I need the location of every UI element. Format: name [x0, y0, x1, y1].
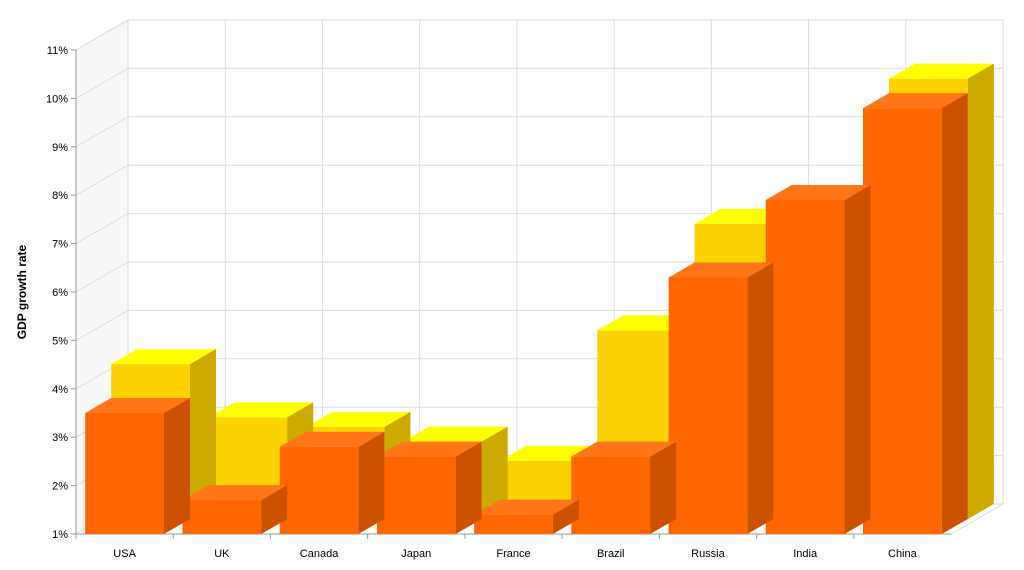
grid-line-left: [75, 67, 129, 99]
front-bar-brazil-top: [571, 441, 677, 457]
back-bar-canada-top: [305, 412, 411, 427]
front-bar-russia-side: [747, 262, 774, 534]
y-tick-label: 3%: [52, 432, 68, 444]
front-bar-france-face: [474, 514, 553, 534]
x-tick-label: Japan: [401, 548, 431, 560]
y-tick-label: 9%: [52, 142, 68, 154]
front-bar-china-top: [863, 93, 968, 109]
front-bar-canada-side: [358, 431, 385, 534]
front-bar-canada-face: [279, 446, 359, 534]
x-tick-label: USA: [113, 548, 136, 560]
front-bar-usa-side: [164, 398, 190, 534]
front-bar-china-face: [863, 108, 942, 534]
front-bar-uk-top: [182, 485, 288, 501]
y-axis-title: GDP growth rate: [15, 244, 29, 339]
y-tick-label: 10%: [46, 93, 68, 105]
front-bar-russia-top: [668, 262, 774, 278]
x-tick-label: Brazil: [597, 548, 625, 560]
back-bar-japan-top: [402, 426, 508, 442]
front-bar-japan: [376, 441, 482, 534]
grid-line-left: [75, 261, 129, 293]
back-bar-china-top: [889, 63, 994, 79]
grid-line-left: [75, 116, 129, 148]
front-bar-usa-face: [85, 413, 164, 534]
front-bar-france-side: [552, 499, 579, 534]
y-tick-label: 2%: [52, 481, 68, 493]
front-bar-india-top: [765, 185, 871, 200]
front-bar-china-side: [941, 93, 968, 534]
x-tick-label: Canada: [300, 548, 339, 560]
y-tick-label: 4%: [52, 384, 68, 396]
front-bar-france-top: [474, 499, 579, 515]
back-bar-usa-side: [190, 349, 216, 519]
x-tick-label: UK: [214, 548, 230, 560]
x-tick-label: France: [496, 548, 530, 560]
front-bar-france: [474, 499, 579, 534]
front-bar-china: [863, 93, 968, 534]
grid-line-left: [75, 164, 129, 196]
front-bar-india-face: [765, 200, 845, 534]
front-bar-india: [765, 185, 871, 534]
front-bar-usa-top: [85, 398, 190, 413]
y-tick-label: 5%: [52, 335, 68, 347]
y-axis-ticks: 1% 2% 3% 4% 5% 6% 7% 8% 9% 10% 11%: [46, 45, 76, 541]
grid-line-left: [75, 309, 129, 341]
x-tick-label: China: [888, 548, 918, 560]
back-bar-china-side: [967, 63, 994, 519]
front-bar-russia: [668, 262, 774, 534]
front-bar-uk-face: [182, 500, 262, 534]
front-bar-uk-side: [261, 485, 288, 534]
front-bar-brazil-face: [571, 456, 651, 534]
front-bar-japan-side: [455, 441, 482, 534]
x-tick-label: Russia: [691, 548, 726, 560]
y-tick-label: 8%: [52, 190, 68, 202]
front-bar-russia-face: [668, 277, 748, 534]
back-bar-japan-side: [481, 426, 508, 519]
front-bar-japan-top: [376, 441, 482, 457]
front-bar-japan-face: [376, 456, 456, 534]
front-bar-usa: [85, 398, 190, 534]
front-bar-brazil-side: [650, 441, 677, 534]
front-bar-brazil: [571, 441, 677, 534]
x-axis-ticks: USA UK Canada Japan France Brazil Russia India C…: [75, 534, 918, 560]
front-bar-canada: [279, 431, 385, 534]
x-tick-label: India: [793, 548, 818, 560]
back-bar-uk-top: [208, 402, 314, 418]
front-bar-canada-top: [279, 431, 385, 447]
grid-line-left: [75, 213, 129, 245]
front-bar-india-side: [844, 185, 871, 534]
y-tick-label: 1%: [52, 529, 68, 541]
front-series-bars: [85, 93, 968, 534]
back-bar-usa-top: [111, 349, 216, 365]
y-tick-label: 6%: [52, 287, 68, 299]
y-tick-label: 11%: [47, 45, 68, 57]
grid-line-left: [75, 19, 129, 51]
front-bar-uk: [182, 485, 288, 534]
y-tick-label: 7%: [52, 239, 68, 251]
